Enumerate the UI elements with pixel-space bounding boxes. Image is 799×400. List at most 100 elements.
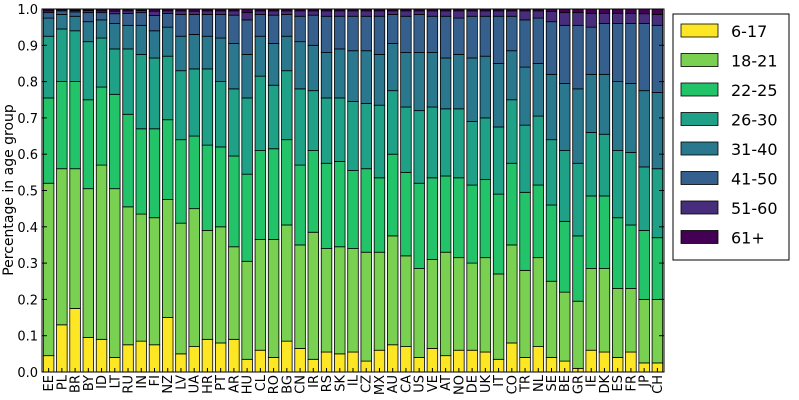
bar-segment-US-6: [413, 10, 425, 15]
bar-segment-DE-1: [466, 262, 478, 351]
bar-segment-DE-5: [466, 15, 478, 59]
bar-segment-SK-2: [334, 161, 346, 248]
legend-label-5: 41-50: [731, 170, 778, 189]
bar-segment-CZ-5: [360, 15, 372, 52]
bar-segment-CA-2: [400, 171, 412, 257]
bar-segment-CO-5: [506, 15, 518, 52]
bar-segment-IL-3: [347, 101, 359, 171]
bar-segment-SE-5: [545, 21, 558, 75]
bar-segment-TR-5: [519, 19, 531, 68]
bar-segment-BG-6: [281, 10, 293, 15]
bar-segment-TR-4: [519, 66, 531, 126]
bar-segment-ID-3: [95, 37, 108, 88]
bar-segment-AR-2: [228, 155, 240, 248]
bar-segment-AU-0: [387, 344, 399, 373]
bar-segment-NZ-4: [162, 26, 174, 57]
bar-segment-GR-6: [572, 12, 584, 26]
bar-segment-EE-5: [42, 12, 55, 19]
bar-segment-IN-0: [135, 340, 147, 373]
bar-segment-FI-1: [148, 217, 161, 346]
bar-segment-CZ-4: [360, 50, 372, 104]
legend-swatch-6: [680, 200, 719, 215]
bar-segment-EE-4: [42, 17, 55, 37]
bar-segment-FR-7: [625, 8, 637, 14]
bar-segment-DE-2: [466, 184, 478, 264]
bar-segment-GR-4: [572, 88, 584, 164]
bar-segment-IE-4: [585, 73, 597, 133]
bar-segment-AT-1: [439, 251, 452, 357]
bar-segment-AU-4: [387, 43, 399, 92]
legend-label-2: 22-25: [731, 81, 778, 100]
bar-segment-HU-3: [241, 97, 253, 175]
bar-segment-PL-3: [56, 28, 68, 82]
y-tick-label: 0.8: [17, 76, 38, 91]
bar-segment-IR-1: [307, 231, 319, 360]
bar-segment-BR-5: [69, 11, 81, 17]
bar-segment-UA-1: [188, 208, 200, 347]
x-tick-label: RU: [122, 375, 137, 394]
bar-segment-PL-1: [56, 168, 68, 326]
bar-segment-LT-3: [109, 48, 121, 95]
bar-segment-BG-5: [281, 14, 293, 37]
bar-segment-JP-5: [638, 23, 650, 92]
bar-segment-CA-4: [400, 52, 412, 108]
bar-segment-IR-6: [307, 10, 319, 16]
bar-segment-FR-3: [625, 151, 637, 226]
x-tick-label: MX: [373, 375, 388, 395]
bar-segment-GR-3: [572, 162, 584, 237]
bar-segment-IL-4: [347, 50, 359, 102]
bar-segment-US-2: [413, 182, 425, 269]
bar-segment-IN-4: [135, 24, 147, 55]
bar-segment-GR-5: [572, 24, 584, 90]
x-tick-label: RO: [267, 375, 282, 394]
bar-segment-LT-4: [109, 23, 121, 50]
bar-segment-JP-6: [638, 13, 650, 24]
bar-segment-RU-5: [122, 12, 134, 26]
x-tick-label: PL: [55, 374, 70, 390]
bar-segment-VE-5: [426, 15, 439, 53]
x-tick-label: DE: [466, 375, 481, 393]
y-axis-label: Percentage in age group: [1, 104, 17, 276]
x-tick-label: NO: [452, 375, 467, 395]
bar-segment-AT-2: [439, 175, 452, 253]
bar-segment-IR-2: [307, 150, 319, 233]
bar-segment-BY-4: [82, 21, 95, 43]
bar-segment-SK-6: [334, 10, 346, 17]
bar-segment-AT-6: [439, 10, 452, 17]
bar-segment-MX-5: [373, 15, 386, 55]
bar-segment-VE-3: [426, 106, 439, 179]
bar-segment-FR-4: [625, 83, 637, 153]
bar-segment-CZ-3: [360, 102, 372, 170]
bar-segment-TR-3: [519, 124, 531, 193]
bar-segment-EE-2: [42, 97, 55, 184]
bar-segment-TR-6: [519, 10, 531, 21]
legend-label-0: 6-17: [731, 22, 767, 41]
bar-segment-CL-3: [254, 75, 267, 151]
bar-segment-CA-1: [400, 255, 412, 347]
bar-segment-NZ-3: [162, 55, 174, 121]
bar-segment-NL-5: [532, 17, 544, 64]
bar-segment-AT-3: [439, 108, 452, 177]
bar-segment-CH-2: [651, 237, 664, 300]
y-axis: 0.0 0.1 0.2 0.3 0.4 0.5 0.6 0.7 0.8 0.9 1.0: [17, 3, 664, 381]
legend-swatch-1: [680, 53, 719, 67]
bar-segment-IE-2: [585, 195, 597, 269]
bar-segment-NO-3: [453, 108, 465, 179]
bar-segment-UA-5: [188, 14, 200, 35]
bar-segment-UK-1: [479, 257, 492, 353]
bar-segment-CH-4: [651, 92, 664, 170]
x-tick-label: ES: [611, 375, 626, 391]
bar-segment-CZ-2: [360, 168, 372, 253]
bar-segment-RO-2: [267, 148, 280, 240]
bar-segment-HR-2: [201, 144, 214, 231]
bar-segment-CN-3: [294, 88, 306, 166]
bar-segment-BE-3: [559, 150, 571, 222]
bar-segment-IT-5: [492, 15, 505, 64]
bar-segment-ES-2: [611, 217, 624, 289]
x-tick-label: SE: [545, 375, 560, 391]
bar-segment-LT-1: [109, 188, 121, 358]
bar-segment-ES-1: [611, 288, 624, 358]
bar-segment-LV-2: [175, 139, 187, 224]
bar-segment-MX-3: [373, 104, 386, 179]
